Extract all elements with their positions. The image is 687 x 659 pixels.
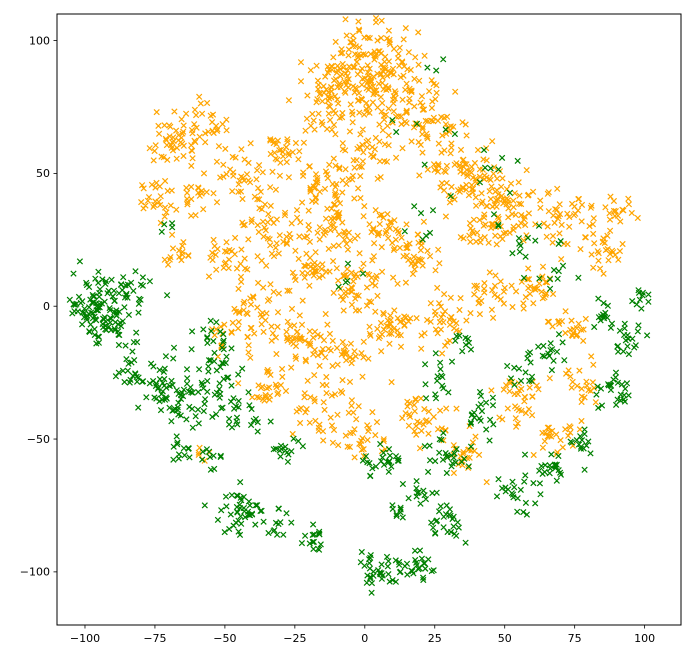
class-orange-points — [138, 14, 641, 486]
y-tick-label: −100 — [20, 566, 50, 579]
x-tick-label: 50 — [498, 632, 512, 645]
x-tick-label: 25 — [428, 632, 442, 645]
x-tick-label: 0 — [361, 632, 368, 645]
y-tick-label: 0 — [43, 300, 50, 313]
x-tick-label: −75 — [143, 632, 166, 645]
x-tick-label: −25 — [283, 632, 306, 645]
y-tick-label: −50 — [27, 433, 50, 446]
class-green-points — [66, 56, 652, 596]
plot-area — [56, 13, 682, 626]
y-tick-label: 100 — [29, 34, 50, 47]
x-tick-label: 100 — [634, 632, 655, 645]
y-tick-label: 50 — [36, 167, 50, 180]
x-tick-label: −100 — [70, 632, 100, 645]
x-tick-label: −50 — [213, 632, 236, 645]
x-tick-label: 75 — [568, 632, 582, 645]
